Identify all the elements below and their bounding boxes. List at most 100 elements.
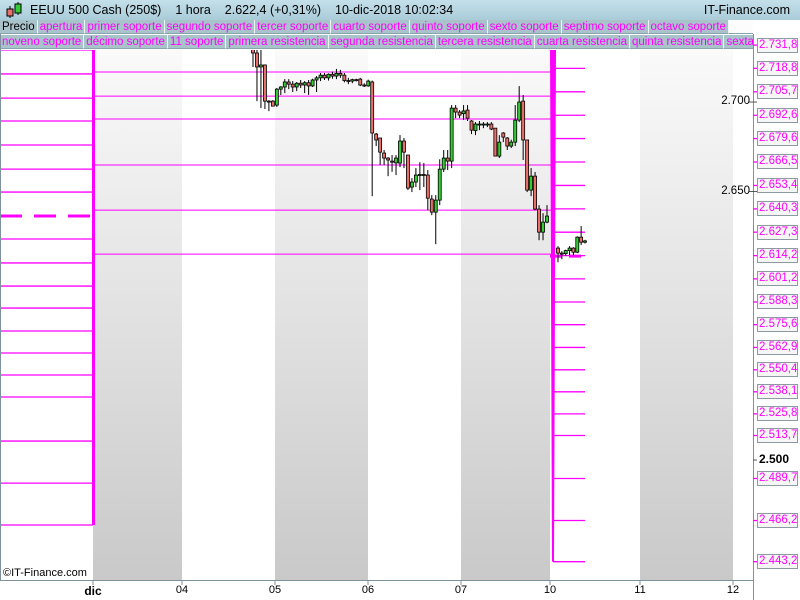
level-price-label: 2.562,9 [757, 339, 798, 355]
candle-body [278, 86, 283, 90]
instrument-name: EEUU 500 Cash (250$) [30, 3, 162, 17]
x-tick-label: 11 [634, 584, 646, 596]
legend-item[interactable]: primer soporte [85, 20, 165, 34]
legend-row-1: Precio apertura primer soporte segundo sopo… [0, 20, 753, 34]
candle-body [310, 79, 315, 87]
candle-body [370, 81, 375, 134]
candle-body [583, 240, 587, 243]
candle-body [282, 81, 287, 88]
level-price-label: 2.705,7 [757, 84, 798, 100]
x-tick-label: dic [84, 584, 102, 598]
candle-body [338, 72, 343, 76]
legend-item[interactable]: quinta resistencia [629, 35, 725, 49]
level-price-label: 2.627,3 [757, 224, 798, 240]
level-price-label: 2.550,4 [757, 362, 798, 378]
candle-body [406, 154, 410, 189]
candle-body [445, 157, 450, 162]
weekday-band [275, 50, 368, 580]
legend-item[interactable]: segunda resistencia [328, 35, 436, 49]
legend-item[interactable]: octavo soporte [648, 20, 729, 34]
legend-item[interactable]: 11 soporte [167, 35, 227, 49]
candle-body [326, 73, 331, 79]
candle-body [537, 208, 541, 233]
level-price-label: 2.718,8 [757, 60, 798, 76]
candle-body [433, 199, 438, 213]
candle-body [259, 64, 263, 68]
legend-blank [728, 20, 753, 34]
candle-body [402, 140, 406, 153]
legend-item[interactable]: noveno soporte [0, 35, 85, 49]
legend-item[interactable]: quinto soporte [409, 20, 488, 34]
candle-body [563, 250, 568, 255]
candle-body [559, 252, 564, 255]
candle-body [354, 79, 359, 82]
candle-body [274, 88, 279, 106]
candle-body [509, 141, 514, 147]
candle-body [501, 132, 506, 138]
legend-item[interactable]: apertura [37, 20, 86, 34]
candle-body [302, 82, 307, 86]
candle-body [545, 215, 549, 223]
candle-body [378, 137, 383, 153]
candle-body [251, 50, 255, 54]
legend-item[interactable]: septimo soporte [561, 20, 649, 34]
candle-body [541, 221, 545, 233]
level-price-label: 2.601,2 [757, 271, 798, 287]
candle-body [330, 73, 335, 77]
legend-item[interactable]: sexto soporte [487, 20, 562, 34]
candle-body [266, 100, 271, 103]
candle-body [449, 107, 454, 162]
level-price-label: 2.489,7 [757, 470, 798, 486]
candle-body [255, 52, 259, 68]
candle-body [425, 174, 430, 199]
legend-item[interactable]: cuarta resistencia [534, 35, 630, 49]
candle-body [358, 78, 363, 86]
legend-item[interactable]: sexta resistencia [724, 35, 753, 49]
legend-item[interactable]: tercera resistencia [435, 35, 535, 49]
timestamp: 10-dic-2018 10:02:34 [335, 3, 454, 17]
level-price-label: 2.525,8 [757, 406, 798, 422]
legend-item[interactable]: décimo soporte [84, 35, 168, 49]
legend-item[interactable]: Precio [0, 20, 38, 34]
candle-body [366, 80, 371, 87]
candle-body [571, 247, 576, 253]
candle-body [505, 137, 510, 147]
price-axis [753, 34, 800, 600]
x-tick-label: 12 [726, 584, 740, 596]
candle-body [306, 82, 311, 87]
candle-body [575, 236, 580, 253]
candle-body [461, 110, 466, 115]
legend-item[interactable]: primera resistencia [226, 35, 329, 49]
level-price-label: 2.443,2 [757, 554, 798, 570]
weekday-band [93, 50, 182, 580]
candle-body [473, 123, 478, 132]
candle-body [529, 175, 534, 191]
candle-body [417, 174, 422, 176]
legend-item[interactable]: segundo soporte [164, 20, 256, 34]
candle-body [346, 80, 351, 82]
candle-body [481, 123, 486, 126]
candlestick-icon [6, 2, 22, 18]
weekday-band [640, 50, 733, 580]
level-divider-line [550, 50, 556, 562]
candle-body [350, 79, 355, 82]
candle-body [441, 157, 446, 170]
candle-body [322, 74, 327, 79]
candle-body [437, 168, 442, 201]
brand: IT-Finance.com [703, 3, 790, 17]
candle-body [263, 64, 267, 102]
candle-body [521, 100, 526, 141]
legend-item[interactable]: tercer soporte [255, 20, 332, 34]
level-price-label: 2.666,5 [757, 154, 798, 170]
candle-body [469, 120, 474, 131]
candle-body [429, 198, 434, 213]
legend-item[interactable]: cuarto soporte [331, 20, 410, 34]
candle-body [413, 174, 418, 183]
x-tick-label: 04 [175, 584, 189, 596]
x-tick-label: 10 [543, 584, 557, 596]
candle-body [421, 174, 426, 176]
level-price-label: 2.575,6 [757, 317, 798, 333]
candle-body [489, 123, 494, 130]
y-tick-label: 2.500 [759, 452, 790, 467]
